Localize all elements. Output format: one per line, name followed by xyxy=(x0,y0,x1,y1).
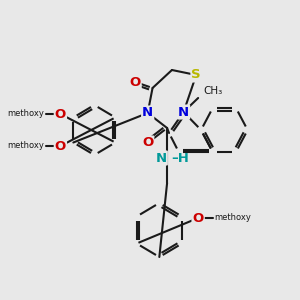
Text: N: N xyxy=(142,106,153,119)
Text: methoxy: methoxy xyxy=(7,110,44,118)
Text: O: O xyxy=(130,76,141,88)
Text: O: O xyxy=(55,107,66,121)
Text: –H: –H xyxy=(171,152,189,164)
Text: O: O xyxy=(142,136,153,149)
Text: methoxy: methoxy xyxy=(7,142,44,151)
Text: N: N xyxy=(156,152,167,164)
Text: S: S xyxy=(191,68,201,82)
Text: O: O xyxy=(193,212,204,224)
Text: methoxy: methoxy xyxy=(214,214,251,223)
Text: O: O xyxy=(55,140,66,152)
Text: N: N xyxy=(178,106,189,118)
Text: CH₃: CH₃ xyxy=(203,86,222,96)
